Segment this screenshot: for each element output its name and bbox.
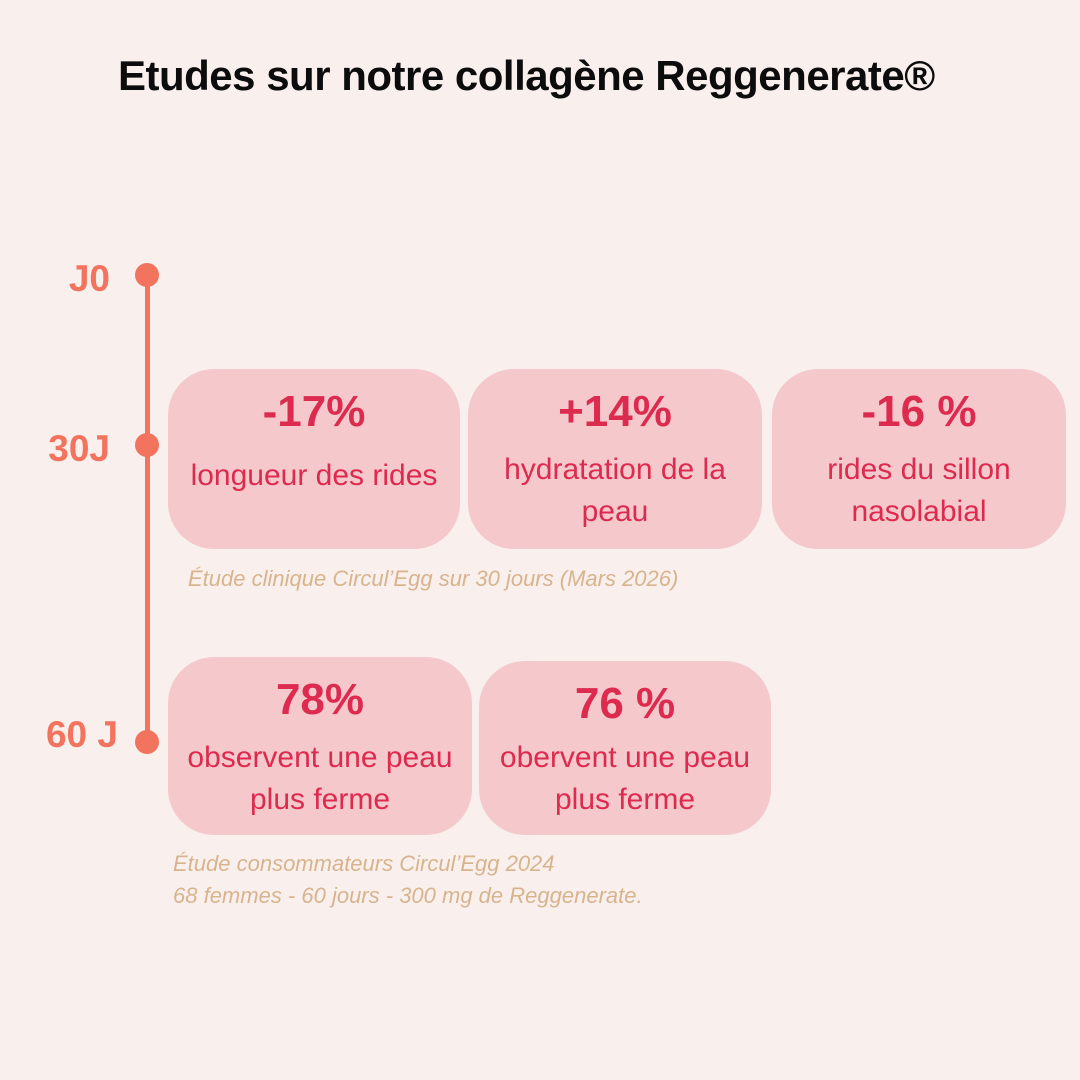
stat-description: hydratation de la peau [504,453,726,528]
stat-card-wrinkle-length: -17% longueur des rides [168,369,460,549]
timeline-dot-j0 [135,263,159,287]
stat-value: -16 % [861,387,977,436]
stat-description: observent une peau plus ferme [187,741,453,816]
stat-card-firmness-76: 76 % obervent une peau plus ferme [479,661,771,835]
study-note-line: 68 femmes - 60 jours - 300 mg de Reggene… [173,883,643,908]
study-note-consumer: Étude consommateurs Circul’Egg 2024 68 f… [173,848,643,912]
study-note-line: Étude consommateurs Circul’Egg 2024 [173,851,555,876]
stat-value: -17% [262,387,366,436]
stat-card-firmness-78: 78% observent une peau plus ferme [168,657,472,835]
stat-card-hydration: +14% hydratation de la peau [468,369,762,549]
stat-description: rides du sillon nasolabial [827,453,1011,528]
stat-description: obervent une peau plus ferme [499,741,751,816]
stat-card-nasolabial: -16 % rides du sillon nasolabial [772,369,1066,549]
timeline-label-30j: 30J [48,428,110,469]
timeline-label-60j: 60 J [45,714,118,755]
timeline-label-j0: J0 [68,258,110,299]
timeline-dot-60j [135,730,159,754]
page-title: Etudes sur notre collagène Reggenerate® [118,52,935,99]
stat-description: longueur des rides [190,459,438,492]
stat-value: +14% [558,387,672,436]
stat-value: 78% [275,675,365,724]
timeline-dot-30j [135,433,159,457]
study-note-clinical: Étude clinique Circul’Egg sur 30 jours (… [188,566,679,591]
timeline-line [145,274,150,742]
stat-value: 76 % [574,679,676,728]
